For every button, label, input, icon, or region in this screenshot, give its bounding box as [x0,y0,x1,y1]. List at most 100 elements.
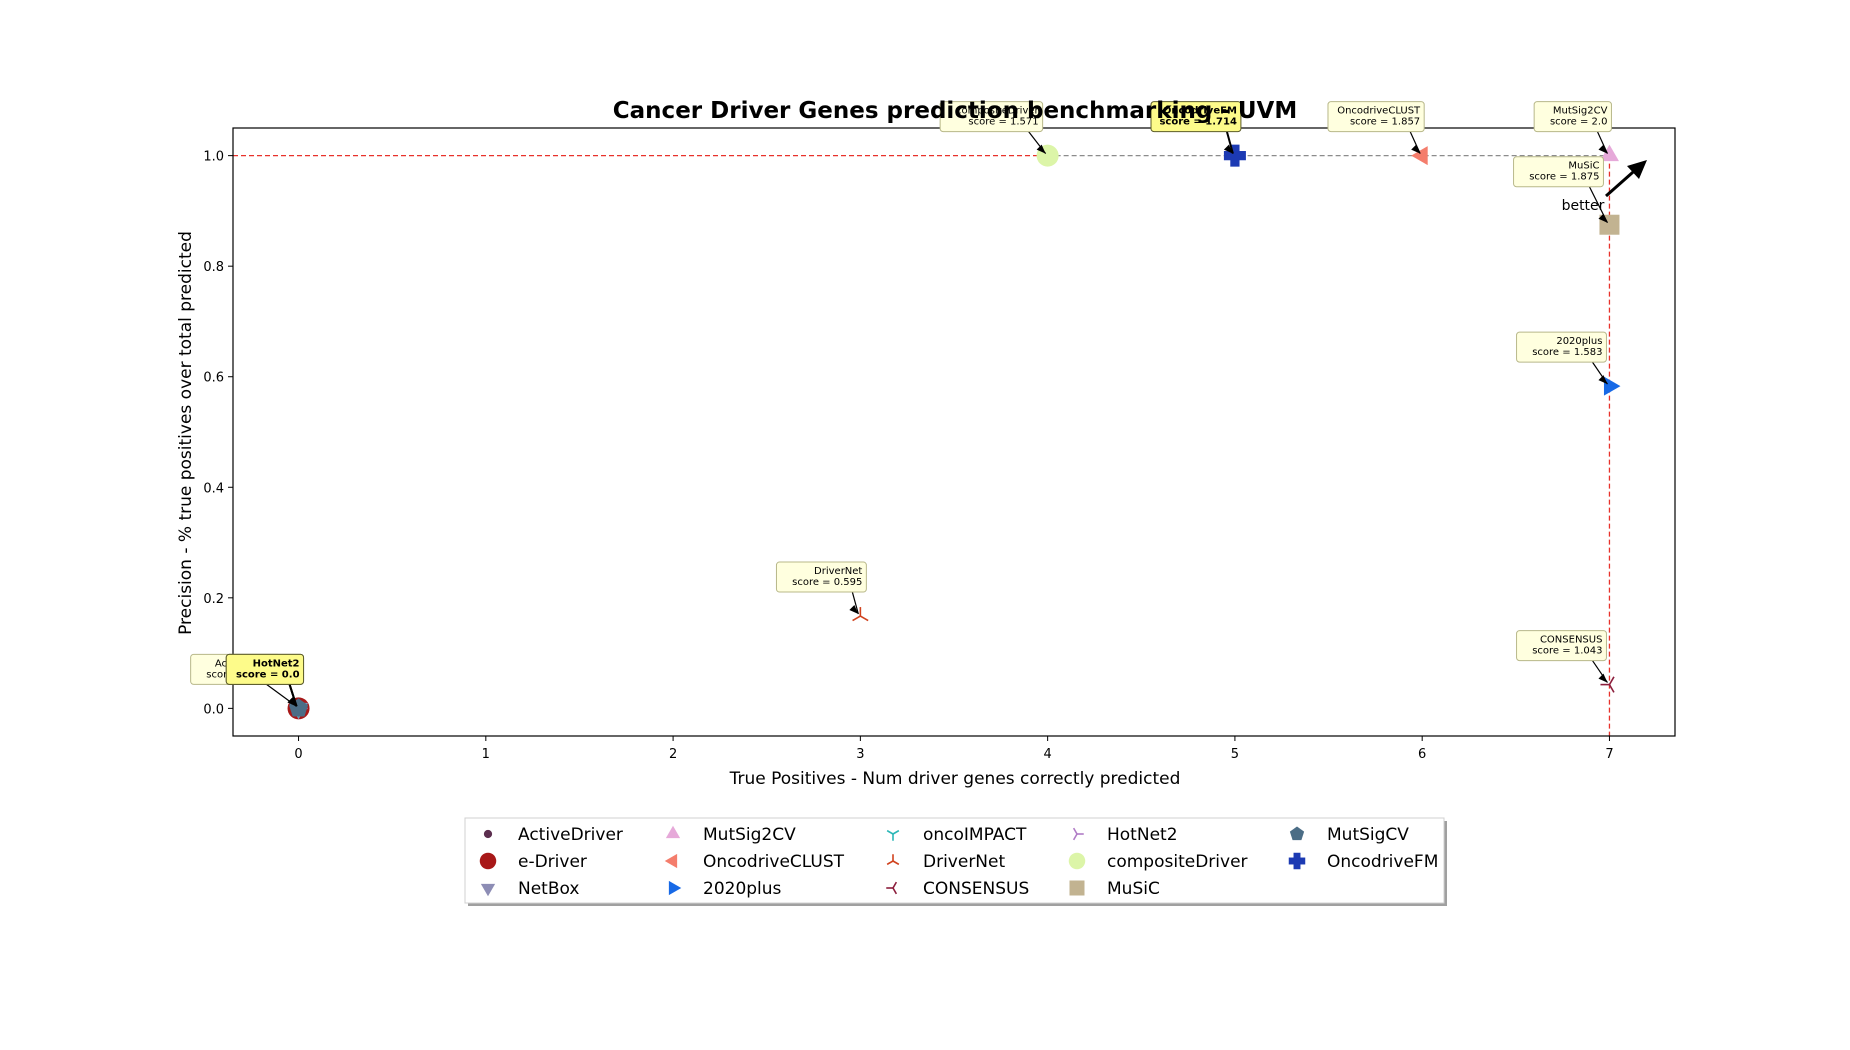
legend-marker [886,881,898,895]
legend-label: OncodriveCLUST [703,852,845,872]
marker-stroke [892,887,898,895]
legend-marker [480,883,496,897]
annotation-score: score = 2.0 [1550,117,1608,128]
annotations: ActiveDriverscore = 0.643DriverNetscore … [190,101,1612,707]
y-axis-label: Precision - % true positives over total … [176,231,196,635]
legend-label: ActiveDriver [518,825,623,845]
annotation-box [1150,101,1242,133]
annotation-box [1516,630,1607,662]
marker-stroke [892,881,898,889]
annotation-arrowhead [1598,673,1608,683]
annotation-box [225,653,305,685]
annotation-score: score = 1.857 [1350,117,1420,128]
x-tick-label: 5 [1231,747,1239,762]
marker-shape [664,853,678,869]
y-tick-label: 0.2 [203,592,224,607]
annotation-name: OncodriveCLUST [1337,106,1421,117]
annotation-box [1327,101,1425,133]
point-mutsig2cv [1599,144,1619,162]
x-tick-label: 1 [482,747,490,762]
marker-stroke [892,829,900,835]
annotation-arrow [851,591,859,615]
annotation-score: score = 0.595 [792,577,862,588]
legend-label: NetBox [518,879,579,899]
legend-label: MutSigCV [1327,825,1409,845]
annotation-score: score = 1.043 [1532,646,1602,657]
marker-shape [483,829,493,839]
legend-label: oncoIMPACT [923,825,1027,845]
legend-label: compositeDriver [1107,852,1248,872]
x-ticks: 0 1 2 3 4 5 6 7 [294,736,1614,762]
marker-stroke [892,860,900,866]
x-tick-label: 7 [1605,747,1613,762]
annotation-box [1513,156,1604,188]
legend-marker [668,880,682,896]
annotation-name: MuSiC [1568,161,1599,172]
legend-label: DriverNet [923,852,1005,872]
legend-box [464,817,1445,904]
legend-entry: OncodriveCLUST [664,852,845,872]
legend-marker [886,829,900,841]
annotation-arrowhead [1598,144,1608,154]
marker-stroke [1072,833,1078,841]
x-tick-label: 4 [1043,747,1051,762]
annotation-arrowhead [1598,375,1608,385]
marker-shape [1293,852,1301,870]
annotation-name: CONSENSUS [1540,635,1603,646]
annotation-box [775,561,867,593]
marker-shape [1603,376,1621,396]
x-tick-label: 2 [669,747,677,762]
legend-marker [1288,852,1306,870]
point-consensus [1600,676,1615,693]
legend-marker [1072,827,1084,841]
legend: ActiveDriver e-Driver NetBox MutSig2CV Oncod… [464,817,1447,906]
y-tick-label: 0.4 [203,481,224,496]
annotation-arrowhead [1598,213,1608,223]
legend-label: OncodriveFM [1327,852,1438,872]
marker-stroke [1072,827,1078,835]
x-tick-label: 3 [856,747,864,762]
marker-shape [1599,144,1619,162]
marker-shape [1230,144,1240,167]
marker-stroke [852,615,861,622]
annotation-score: score = 1.571 [968,117,1038,128]
legend-entry: MutSig2CV [665,825,796,845]
legend-entry: oncoIMPACT [886,825,1027,845]
chart-title: Cancer Driver Genes prediction benchmark… [613,98,1297,124]
legend-entry: OncodriveFM [1288,852,1438,872]
x-axis-label: True Positives - Num driver genes correc… [729,769,1181,789]
marker-shape [1411,146,1428,166]
annotation-name: compositeDriver [956,106,1040,117]
annotation-name: DriverNet [814,566,862,577]
annotation-arrowhead [1411,144,1421,154]
x-tick-label: 0 [294,747,302,762]
annotation-score: score = 1.714 [1159,117,1236,128]
annotation-name: HotNet2 [253,658,300,669]
legend-entry: MuSiC [1069,879,1160,899]
legend-entry: 2020plus [668,879,782,899]
y-tick-label: 1.0 [203,150,224,165]
legend-entry: CONSENSUS [886,879,1029,899]
marker-stroke [1608,684,1615,693]
marker-shape [668,880,682,896]
legend-label: CONSENSUS [923,879,1029,899]
annotation-name: MutSig2CV [1553,106,1608,117]
marker-stroke [859,615,869,622]
y-tick-label: 0.0 [203,702,224,717]
legend-entry: e-Driver [479,852,587,872]
better-indicator: better [1562,160,1647,214]
legend-label: 2020plus [703,879,782,899]
legend-entry: ActiveDriver [483,825,623,845]
legend-marker [665,825,681,839]
marker-shape [665,825,681,839]
marker-shape [1289,826,1305,841]
legend-label: MuSiC [1107,879,1160,899]
legend-label: e-Driver [518,852,587,872]
point-drivernet [852,607,869,622]
